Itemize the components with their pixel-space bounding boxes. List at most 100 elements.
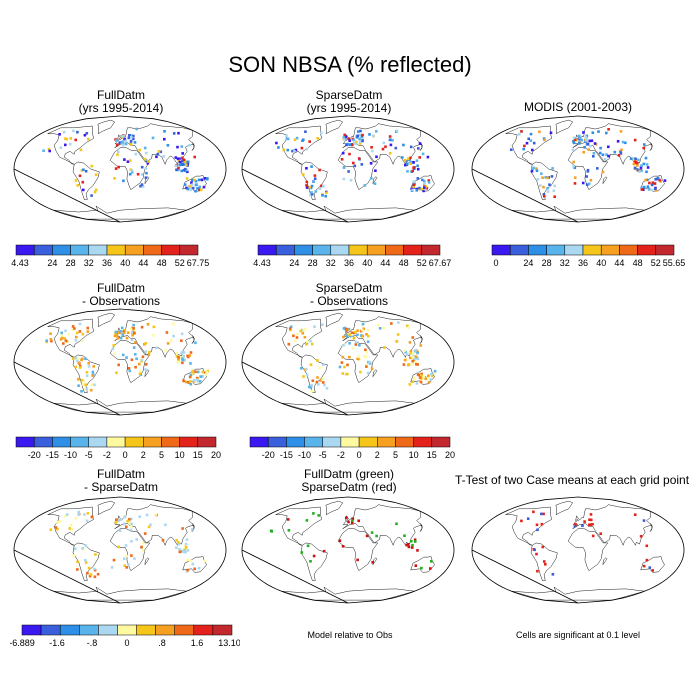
- grid-cell: [538, 130, 541, 134]
- grid-cell: [193, 155, 196, 159]
- grid-cell: [295, 333, 299, 336]
- grid-cell: [342, 136, 346, 139]
- colorbar-tick-label: 40: [362, 258, 372, 268]
- grid-cell: [144, 363, 148, 366]
- grid-cell: [364, 355, 368, 359]
- grid-cell: [413, 538, 417, 541]
- grid-cell: [186, 187, 189, 191]
- coastline: [97, 312, 115, 328]
- grid-cell: [285, 134, 288, 138]
- colorbar-box: [88, 244, 108, 256]
- colorbar-modis: 0 24 28 32 36 40 44 48 52 55.65: [491, 244, 686, 268]
- grid-cell: [94, 173, 98, 176]
- coastline: [337, 527, 379, 571]
- grid-cell: [310, 165, 313, 168]
- coastline: [530, 161, 558, 200]
- grid-cell: [369, 162, 373, 165]
- grid-cell: [77, 377, 80, 381]
- grid-cell: [325, 191, 328, 195]
- grid-cell: [416, 549, 419, 552]
- coastline: [640, 556, 665, 573]
- grid-cell: [430, 372, 433, 376]
- grid-cell: [56, 521, 59, 524]
- grid-cell: [348, 333, 352, 336]
- grid-cell: [589, 513, 593, 516]
- grid-cell: [523, 144, 526, 148]
- grid-cell: [130, 338, 134, 342]
- grid-cell: [526, 517, 530, 520]
- grid-cell: [371, 149, 374, 153]
- grid-cell: [289, 325, 293, 329]
- colorbar-tick-label: 32: [84, 258, 94, 268]
- grid-cell: [362, 327, 366, 331]
- grid-cell: [550, 175, 554, 178]
- grid-cell: [613, 150, 617, 154]
- colorbar-fulldatm-obs: -20 -15 -10 -5 -2 0 2 5 10 15 20: [15, 436, 221, 460]
- grid-cell: [203, 559, 207, 563]
- grid-cell: [147, 525, 151, 529]
- grid-cell: [198, 380, 202, 383]
- coastline: [300, 161, 328, 200]
- grid-cell: [194, 179, 198, 183]
- coastline: [342, 316, 423, 358]
- colorbar-tick-label: 5: [159, 450, 164, 460]
- coastline: [109, 527, 151, 571]
- grid-cell: [382, 141, 385, 145]
- coastline: [144, 369, 150, 377]
- grid-cell: [325, 387, 329, 390]
- grid-cell: [373, 182, 377, 185]
- grid-cell: [143, 532, 147, 535]
- grid-cell: [113, 334, 117, 338]
- grid-cell: [607, 128, 610, 131]
- grid-cell: [74, 547, 77, 551]
- grid-cell: [642, 519, 646, 522]
- grid-cell: [122, 179, 125, 183]
- grid-cell: [416, 164, 419, 168]
- colorbar-tick-label: 0: [124, 638, 129, 648]
- grid-cell: [151, 334, 155, 337]
- grid-cell: [166, 342, 170, 345]
- grid-cell: [181, 159, 184, 163]
- grid-cell: [314, 190, 318, 193]
- grid-cell: [423, 186, 426, 189]
- grid-cell: [354, 142, 357, 146]
- grid-cell: [403, 358, 407, 362]
- grid-cell: [310, 383, 313, 387]
- grid-cell: [78, 174, 82, 178]
- grid-cell: [418, 376, 422, 379]
- grid-cell: [350, 336, 354, 340]
- grid-cell: [356, 134, 360, 137]
- grid-cell: [125, 525, 128, 529]
- colorbar-tick-label: 44: [614, 258, 624, 268]
- grid-cell: [93, 567, 96, 571]
- grid-cell: [85, 132, 89, 135]
- grid-cell: [124, 544, 128, 547]
- grid-cell: [77, 361, 81, 364]
- grid-cell: [419, 380, 423, 384]
- grid-cell: [350, 331, 354, 334]
- grid-cell: [130, 540, 133, 543]
- grid-cell: [347, 327, 351, 331]
- grid-cell: [178, 548, 181, 551]
- grid-cell: [540, 172, 543, 175]
- panel-title-line2: (yrs 1995-2014): [306, 101, 392, 115]
- grid-cell: [176, 360, 180, 364]
- grid-cell: [321, 377, 325, 381]
- grid-cell: [647, 188, 651, 191]
- colorbar-tick-label: 55.65: [663, 258, 686, 268]
- grid-cell: [585, 183, 589, 186]
- grid-cell: [119, 518, 123, 522]
- grid-cell: [543, 560, 546, 563]
- grid-cell: [342, 177, 346, 181]
- grid-cell: [423, 187, 427, 191]
- grid-cell: [305, 340, 309, 343]
- colorbar-tick-label: 28: [542, 258, 552, 268]
- grid-cell: [141, 355, 145, 359]
- panel-title-line1: T-Test of two Case means at each grid po…: [454, 473, 690, 487]
- grid-cell: [642, 188, 645, 191]
- grid-cell: [412, 183, 416, 187]
- grid-cell: [119, 330, 122, 333]
- grid-cell: [655, 177, 659, 181]
- grid-cell: [186, 549, 190, 552]
- grid-cell: [645, 544, 649, 548]
